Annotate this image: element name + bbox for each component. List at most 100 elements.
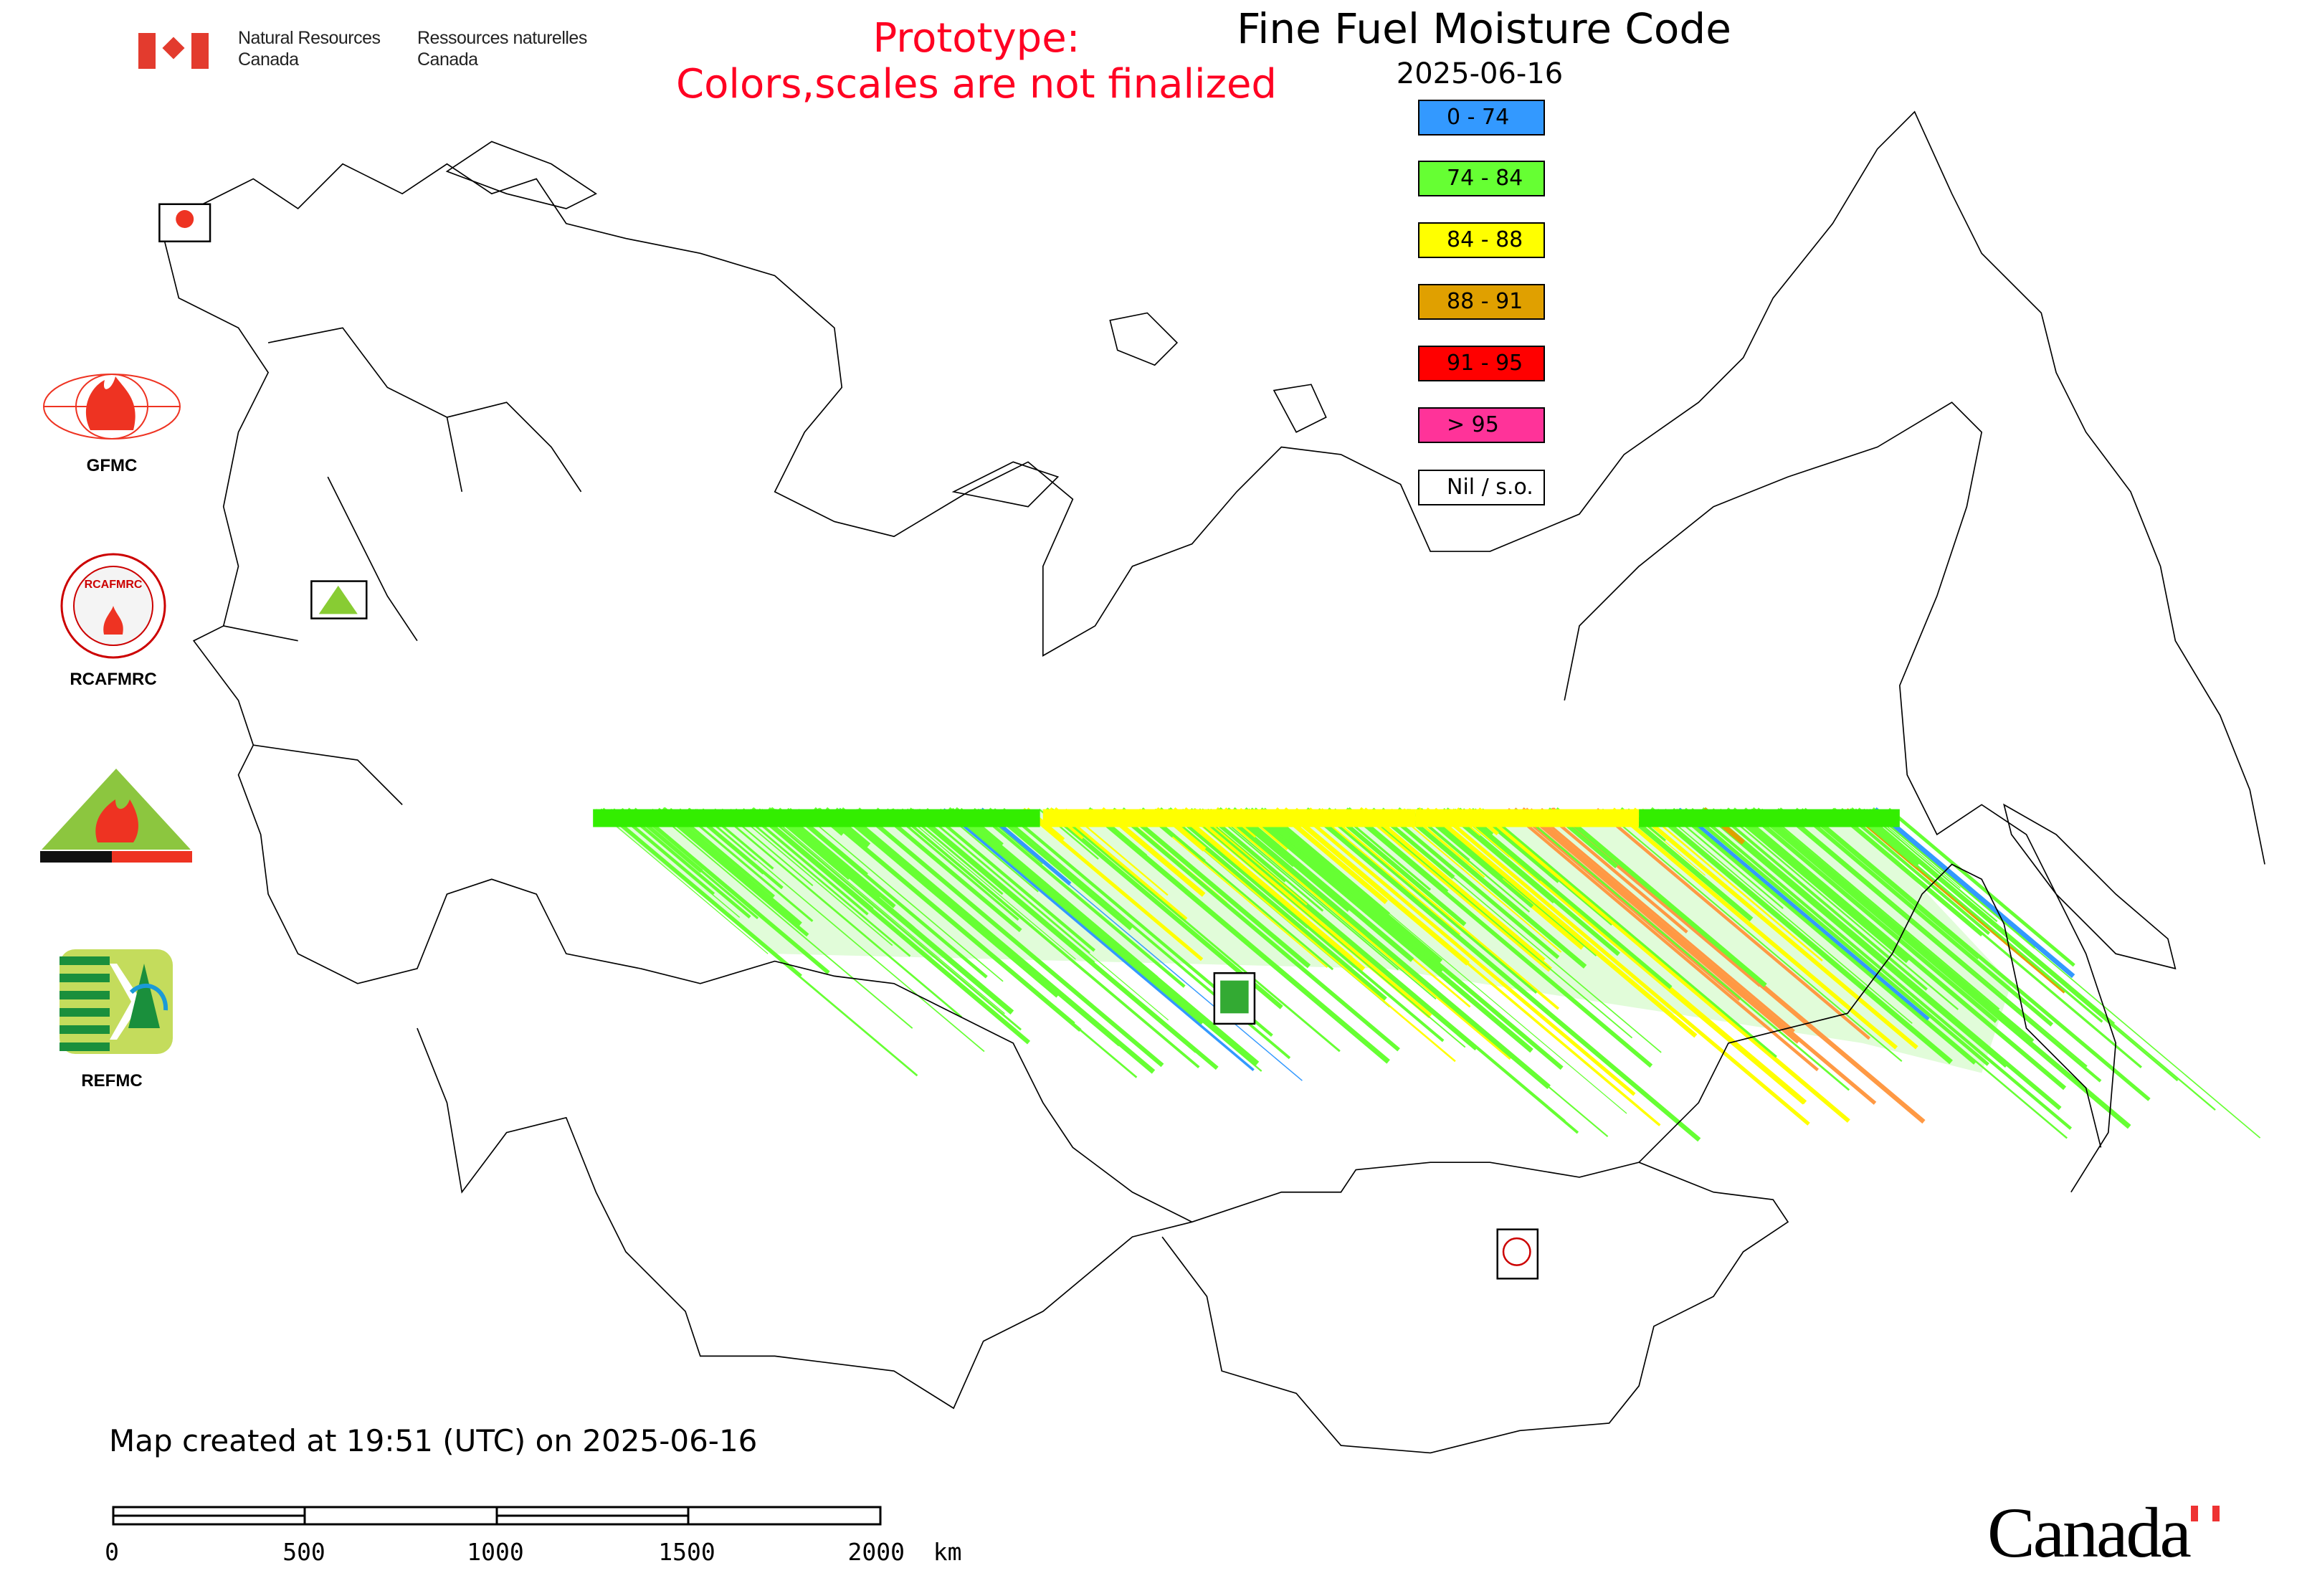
scale-label: 0	[105, 1538, 119, 1566]
nrcan-french-name: Ressources naturelles Canada	[417, 27, 587, 70]
ffmc-streak	[834, 807, 1060, 998]
legend-label: 84 - 88	[1447, 227, 1523, 252]
ffmc-streak	[1022, 807, 1204, 961]
ffmc-streak	[1856, 807, 2116, 1027]
ffmc-band	[1415, 809, 1640, 827]
rcafmrc-logo-icon: RCAFMRC	[60, 553, 166, 659]
ffmc-streak	[857, 807, 1164, 1068]
ffmc-streak	[1831, 807, 1984, 937]
ffmc-band	[1042, 809, 1416, 827]
legend-label: 74 - 84	[1447, 166, 1523, 191]
ffmc-streak	[798, 808, 1004, 982]
ffmc-streak	[1051, 808, 1341, 1053]
internal-borders	[223, 327, 582, 805]
arctic-coastline	[163, 110, 2265, 865]
ffmc-streak	[610, 809, 741, 918]
ffmc-streak	[758, 808, 1022, 1031]
legend-item: 88 - 91	[1418, 284, 1545, 320]
refmc-logo-icon	[60, 949, 173, 1054]
mongolia-border	[1161, 1162, 1789, 1454]
legend-item: 91 - 95	[1418, 346, 1545, 381]
ffmc-streak	[1596, 807, 1871, 1040]
ffmc-streak	[1452, 808, 1804, 1105]
ffmc-streak	[1473, 808, 1613, 926]
ffmc-streak	[1803, 807, 2151, 1101]
ffmc-streak	[786, 807, 988, 979]
ffmc-streak	[1360, 808, 1633, 1039]
ffmc-streak	[838, 807, 1121, 1047]
ffmc-streak	[1672, 807, 1977, 1065]
ffmc-streak	[1529, 808, 1795, 1032]
ffmc-streak	[735, 808, 911, 957]
ffmc-streak	[1252, 807, 1564, 1070]
ffmc-streak	[1481, 808, 1777, 1058]
ffmc-streak	[886, 808, 1019, 921]
ffmc-streak	[632, 807, 830, 974]
ffmc-streak	[678, 808, 814, 923]
ffmc-streak	[1731, 807, 2067, 1091]
scale-label: 2000 km	[847, 1538, 962, 1566]
nrcan-english-name: Natural Resources Canada	[238, 27, 381, 70]
scale-label: 1000	[467, 1538, 524, 1566]
ffmc-band	[593, 809, 1040, 827]
ffmc-streak	[1182, 807, 1432, 1019]
map-created-timestamp: Map created at 19:51 (UTC) on 2025-06-16	[109, 1423, 758, 1458]
ffmc-streak	[1845, 808, 2065, 994]
ffmc-streak	[1231, 807, 1414, 962]
ffmc-streak	[1703, 807, 2062, 1111]
ffmc-streak	[1326, 807, 1467, 926]
org-en-line1: Natural Resources	[238, 28, 381, 48]
org-fr-line1: Ressources naturelles	[417, 28, 587, 48]
ffmc-streak	[1305, 807, 1701, 1142]
ffmc-streak	[897, 809, 1076, 960]
kamchatka-outline	[2003, 803, 2177, 970]
ffmc-streak	[1873, 807, 2075, 979]
ffmc-streak	[1243, 807, 1533, 1053]
map-logo-marker-glyphs	[176, 210, 1531, 1266]
ffmc-streak	[1052, 807, 1188, 922]
ffmc-streak	[1794, 807, 2054, 1027]
ffmc-streak	[972, 807, 1186, 988]
wordmark-flag-icon	[2191, 1506, 2220, 1521]
ffmc-streak	[1755, 808, 1956, 978]
ffmc-streak	[1172, 807, 1366, 972]
ffmc-streak	[1425, 807, 1698, 1038]
ffmc-streak	[1887, 807, 2075, 967]
ffmc-streak	[1371, 808, 1662, 1053]
ffmc-streak	[657, 807, 809, 937]
ffmc-streak	[1283, 808, 1661, 1126]
ffmc-streak	[891, 808, 1200, 1069]
legend-label: 88 - 91	[1447, 289, 1523, 314]
north-islands	[445, 141, 1327, 508]
scale-bar	[112, 1506, 882, 1526]
ffmc-streak	[1540, 807, 1688, 934]
ffmc-streak	[1249, 807, 1444, 973]
rcafmrc-label: RCAFMRC	[70, 670, 157, 689]
ffmc-streak	[1317, 808, 1538, 994]
ffmc-streak	[1649, 807, 1953, 1065]
map-logo-markers	[158, 203, 1539, 1280]
svg-text:RCAFMRC: RCAFMRC	[85, 579, 143, 591]
ffmc-streak	[660, 807, 796, 923]
ffmc-streak	[730, 808, 893, 946]
ffmc-streak	[817, 807, 1075, 1026]
legend-item: Nil / s.o.	[1418, 470, 1545, 505]
prototype-notice-title: Prototype:	[872, 15, 1080, 62]
legend-item: 84 - 88	[1418, 222, 1545, 258]
kazakhstan-south	[417, 1027, 1192, 1410]
ffmc-streak	[1445, 807, 1620, 956]
ffmc-streak	[926, 807, 1096, 952]
ffmc-streak	[1477, 807, 1850, 1123]
ffmc-data-layer	[593, 807, 2261, 1142]
legend-label: 91 - 95	[1447, 351, 1523, 376]
legend-item: 74 - 84	[1418, 161, 1545, 196]
ffmc-streak	[875, 807, 1022, 933]
ffmc-streak	[1207, 808, 1399, 971]
ffmc-streak	[1840, 807, 1991, 935]
ffmc-streak	[917, 809, 1169, 1021]
ffmc-streak	[1678, 807, 1930, 1021]
western-border	[163, 238, 641, 984]
ffmc-streak	[1121, 807, 1311, 969]
canada-wordmark: Canada	[1987, 1493, 2192, 1572]
